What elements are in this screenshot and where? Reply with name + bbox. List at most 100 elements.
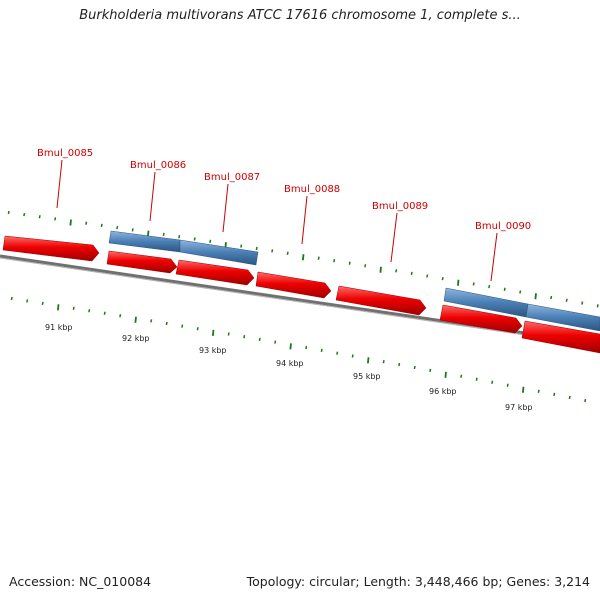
minor-tick <box>506 383 509 387</box>
gene-labels: Bmul_0085 Bmul_0086 Bmul_0087 Bmul_0088 … <box>37 148 531 282</box>
minor-tick <box>398 362 401 367</box>
minor-tick <box>503 287 506 291</box>
major-tick <box>522 386 525 393</box>
minor-tick <box>364 264 367 268</box>
minor-tick <box>26 299 29 303</box>
minor-tick <box>150 319 153 323</box>
minor-tick <box>243 335 246 339</box>
minor-tick <box>196 327 199 331</box>
minor-tick <box>336 351 339 355</box>
minor-tick <box>162 232 165 237</box>
gene-forward-2[interactable] <box>106 250 178 274</box>
svg-text:Bmul_0088: Bmul_0088 <box>284 184 340 195</box>
minor-tick <box>491 380 494 384</box>
gene-label-bmul-0089: Bmul_0089 <box>372 201 428 263</box>
minor-tick <box>7 210 10 215</box>
minor-tick <box>10 296 13 301</box>
gene-bmul-0089[interactable] <box>335 285 427 316</box>
kbp-scale-labels: 91 kbp 92 kbp 93 kbp 94 kbp 95 kbp 96 kb… <box>45 323 533 412</box>
gene-bmul-0090-b[interactable] <box>525 303 600 332</box>
gene-bmul-0086[interactable] <box>108 230 181 253</box>
major-tick <box>534 293 537 300</box>
genome-stats: Topology: circular; Length: 3,448,466 bp… <box>246 574 590 589</box>
minor-tick <box>410 271 413 276</box>
kbp-label-91: 91 kbp <box>45 323 73 332</box>
minor-tick <box>351 354 354 358</box>
minor-tick <box>472 282 475 286</box>
minor-tick <box>581 301 584 305</box>
upper-tick-track <box>7 210 599 308</box>
gene-label-bmul-0085: Bmul_0085 <box>37 148 93 209</box>
kbp-label-93: 93 kbp <box>199 346 227 355</box>
major-tick <box>69 219 72 226</box>
minor-tick <box>565 298 568 302</box>
minor-tick <box>348 261 351 265</box>
minor-tick <box>193 237 196 241</box>
lower-tick-track <box>10 296 587 403</box>
kbp-label-94: 94 kbp <box>276 359 304 368</box>
minor-tick <box>178 235 181 239</box>
forward-genes <box>2 235 600 354</box>
minor-tick <box>426 274 429 278</box>
minor-tick <box>537 389 540 393</box>
gene-label-bmul-0088: Bmul_0088 <box>284 184 340 245</box>
gene-label-bmul-0090: Bmul_0090 <box>475 221 531 282</box>
minor-tick <box>568 395 571 400</box>
svg-text:Bmul_0089: Bmul_0089 <box>372 201 428 212</box>
gene-forward-7[interactable] <box>521 320 600 354</box>
major-tick <box>289 343 292 350</box>
svg-text:Bmul_0085: Bmul_0085 <box>37 148 93 159</box>
major-tick <box>212 329 215 336</box>
svg-text:Bmul_0090: Bmul_0090 <box>475 221 531 232</box>
gene-bmul-0088[interactable] <box>255 271 332 299</box>
minor-tick <box>72 306 75 310</box>
gene-forward-6[interactable] <box>439 304 523 334</box>
minor-tick <box>100 223 103 228</box>
svg-text:Bmul_0086: Bmul_0086 <box>130 160 186 171</box>
minor-tick <box>488 284 491 289</box>
minor-tick <box>553 392 556 397</box>
major-tick <box>367 357 370 364</box>
major-tick <box>379 266 382 273</box>
minor-tick <box>271 249 274 253</box>
chromosome-backbone-shadow <box>0 257 600 347</box>
minor-tick <box>519 290 522 294</box>
gene-bmul-0087[interactable] <box>179 239 259 266</box>
kbp-label-92: 92 kbp <box>122 334 150 343</box>
map-title: Burkholderia multivorans ATCC 17616 chro… <box>79 8 521 23</box>
minor-tick <box>333 259 336 263</box>
major-tick <box>57 304 60 311</box>
minor-tick <box>550 295 553 300</box>
minor-tick <box>286 251 289 255</box>
minor-tick <box>429 368 432 373</box>
gene-label-bmul-0086: Bmul_0086 <box>130 160 186 222</box>
minor-tick <box>209 239 212 243</box>
minor-tick <box>317 256 320 260</box>
minor-tick <box>227 332 230 336</box>
gene-bmul-0085[interactable] <box>2 235 100 262</box>
minor-tick <box>85 221 88 225</box>
minor-tick <box>38 215 41 219</box>
accession-label: Accession: NC_010084 <box>9 574 152 589</box>
major-tick <box>134 316 137 323</box>
minor-tick <box>460 374 463 378</box>
minor-tick <box>23 212 26 217</box>
minor-tick <box>103 311 106 315</box>
kbp-label-96: 96 kbp <box>429 387 457 396</box>
kbp-label-95: 95 kbp <box>353 372 381 381</box>
minor-tick <box>165 321 168 326</box>
major-tick <box>444 371 447 378</box>
minor-tick <box>119 314 122 318</box>
minor-tick <box>413 365 416 370</box>
minor-tick <box>382 360 385 364</box>
minor-tick <box>54 217 57 221</box>
minor-tick <box>41 301 44 305</box>
minor-tick <box>441 276 444 281</box>
minor-tick <box>274 340 277 344</box>
minor-tick <box>320 348 323 353</box>
gene-forward-3[interactable] <box>175 259 255 286</box>
minor-tick <box>88 309 91 313</box>
svg-text:Bmul_0087: Bmul_0087 <box>204 172 260 183</box>
minor-tick <box>181 324 184 328</box>
